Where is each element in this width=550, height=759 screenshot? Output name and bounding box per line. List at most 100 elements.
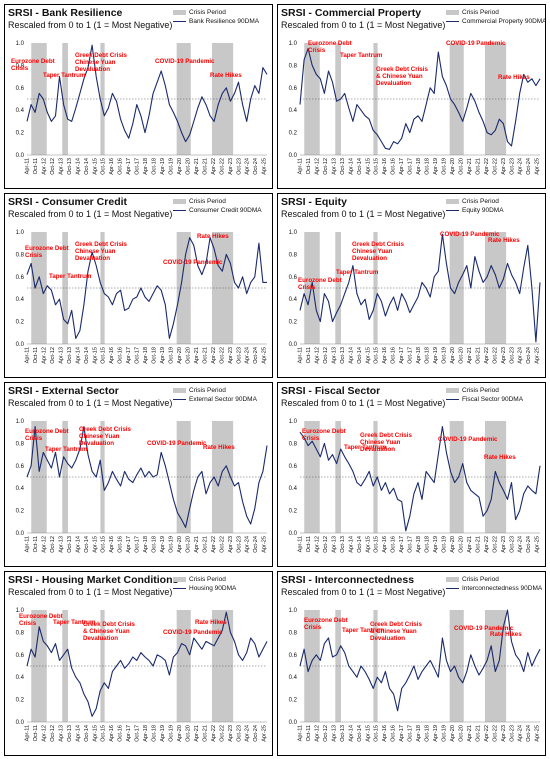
annotation-line: Eurozone Debt [308,40,352,47]
x-tick-label: Apr-11 [25,158,31,174]
annotation-line: Taper Tantrum [45,446,88,453]
x-tick-label: Oct-23 [509,158,515,175]
annotation-line: Devaluation [360,446,395,453]
x-tick-label: Apr-18 [416,347,422,364]
x-tick-label: Apr-21 [467,158,473,175]
x-tick-label: Oct-17 [135,347,141,364]
annotation-line: Taper Tantrum [336,269,379,276]
y-tick-label: 0.6 [16,86,25,92]
x-tick-label: Apr-13 [58,725,64,742]
x-tick-label: Oct-11 [306,347,312,363]
chart-panel: SRSI - Housing Market Conditions Rescaled… [4,571,273,756]
x-tick-label: Oct-22 [219,536,225,553]
legend-swatch [173,210,186,211]
x-tick-label: Apr-12 [314,347,320,364]
annotation-label: Rate Hikes [488,237,520,244]
x-tick-label: Apr-15 [92,536,98,553]
x-tick-label: Oct-20 [185,536,191,553]
annotation-line: Rate Hikes [488,237,520,244]
x-tick-label: Apr-17 [126,347,132,364]
legend-label: Equity 90DMA [462,207,504,214]
chart-subtitle: Rescaled from 0 to 1 (1 = Most Negative) [8,398,173,408]
legend: Crisis Period External Sector 90DMA [173,386,257,404]
annotation-line: Taper Tantrum [49,273,92,280]
x-tick-label: Oct-12 [50,347,56,364]
x-tick-label: Oct-24 [526,725,532,742]
y-tick-label: 0.2 [16,698,25,704]
x-tick-label: Oct-22 [492,158,498,175]
annotation-label: Greek Debt Crisis Chinese Yuan Devaluation [75,52,127,73]
y-tick-label: 0.4 [16,486,25,492]
annotation-line: & Chinese Yuan [83,628,130,635]
legend: Crisis Period Housing 90DMA [173,575,236,593]
x-tick-label: Oct-21 [202,725,208,742]
annotation-label: COVID-19 Pandemic [440,231,500,238]
annotation-line: Rate Hikes [197,233,229,240]
y-tick-label: 0.0 [16,531,25,537]
x-tick-label: Oct-14 [84,725,90,742]
legend-item-crisis: Crisis Period [173,8,259,17]
x-tick-label: Apr-13 [331,347,337,364]
legend-label: Consumer Credit 90DMA [189,207,262,214]
y-tick-label: 0.4 [16,108,25,114]
x-tick-label: Oct-11 [33,725,39,741]
annotation-line: Taper Tantrum [342,627,385,634]
annotation-line: Greek Debt Crisis [352,241,404,248]
y-tick-label: 0.0 [289,531,298,537]
annotation-line: Greek Debt Crisis [370,621,422,628]
annotation-line: Devaluation [75,255,110,262]
annotation-line: Eurozone Debt [25,428,69,435]
x-tick-label: Oct-12 [323,347,329,364]
crisis-band [335,610,341,722]
legend-item-crisis: Crisis Period [446,8,545,17]
x-tick-label: Apr-17 [399,158,405,175]
x-tick-label: Apr-13 [331,536,337,553]
x-tick-label: Apr-12 [314,158,320,175]
x-tick-label: Apr-24 [518,158,524,175]
chart-panel: SRSI - Interconnectedness Rescaled from 0… [277,571,546,756]
annotation-label: Taper Tantrum [53,619,96,626]
y-tick-label: 0.4 [289,108,298,114]
x-tick-label: Oct-12 [323,725,329,742]
x-tick-label: Oct-15 [374,347,380,364]
chart-title: SRSI - External Sector [8,385,119,397]
y-tick-label: 0.2 [289,698,298,704]
x-tick-label: Apr-20 [177,536,183,553]
x-tick-label: Oct-16 [391,725,397,742]
legend-item-series: Bank Resilience 90DMA [173,17,259,26]
x-tick-label: Apr-16 [109,158,115,175]
x-tick-label: Oct-22 [219,158,225,175]
annotation-line: Greek Debt Crisis [360,432,412,439]
x-tick-label: Apr-15 [365,725,371,742]
legend-item-series: Equity 90DMA [446,206,504,215]
y-tick-label: 0.6 [16,464,25,470]
x-tick-label: Oct-13 [67,536,73,553]
chart-title: SRSI - Consumer Credit [8,196,128,208]
crisis-band [335,421,341,533]
annotation-line: Taper Tantrum [344,444,387,451]
x-tick-label: Apr-23 [228,158,234,175]
x-tick-label: Oct-15 [374,536,380,553]
y-tick-label: 0.8 [289,252,298,258]
x-tick-label: Apr-21 [194,158,200,175]
legend: Crisis Period Interconnectedness 90DMA [446,575,542,593]
legend-item-crisis: Crisis Period [446,386,523,395]
x-tick-label: Oct-17 [408,347,414,364]
annotation-line: Rate Hikes [210,72,242,79]
x-tick-label: Oct-22 [492,536,498,553]
x-tick-label: Oct-13 [340,725,346,742]
x-tick-label: Apr-24 [518,347,524,364]
x-tick-label: Apr-15 [92,725,98,742]
annotation-line: Eurozone Debt [25,245,69,252]
x-tick-label: Oct-18 [425,725,431,742]
x-tick-label: Apr-22 [484,725,490,742]
x-tick-label: Apr-12 [314,536,320,553]
x-tick-label: Apr-18 [416,536,422,553]
x-tick-label: Oct-14 [357,347,363,364]
x-tick-label: Oct-21 [202,347,208,364]
x-tick-label: Oct-19 [169,536,175,553]
x-tick-label: Apr-15 [365,347,371,364]
x-tick-label: Apr-24 [518,725,524,742]
x-tick-label: Oct-18 [152,347,158,364]
